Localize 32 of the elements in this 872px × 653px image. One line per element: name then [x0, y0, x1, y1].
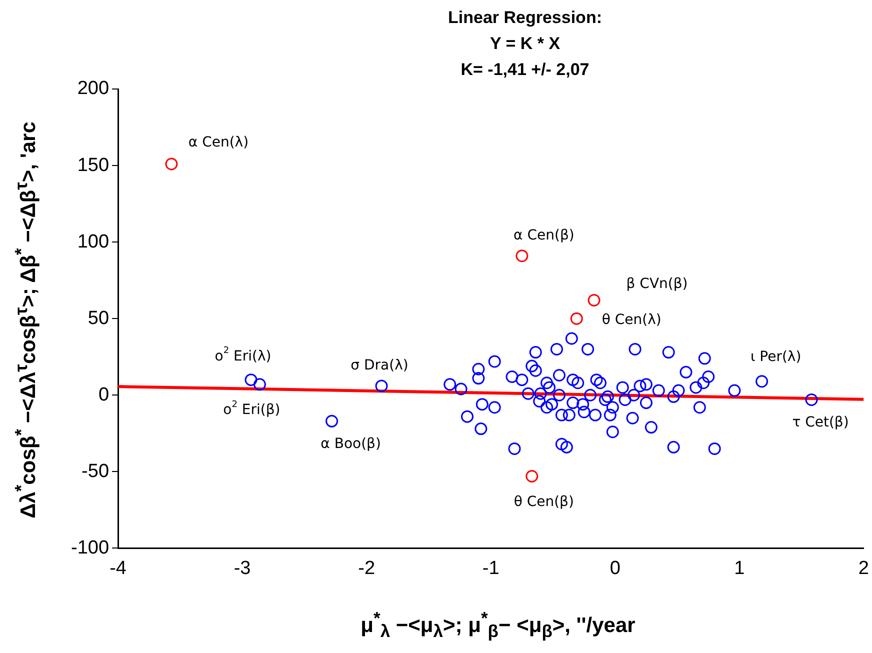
chart-subtitle: Y = K * X [488, 34, 562, 54]
text: K= -1,41 +/- 2,07 [460, 60, 590, 80]
x-tick-label: -1 [482, 558, 500, 579]
x-tick-label: 0 [610, 558, 620, 579]
annotation: θ Cen(β) [514, 494, 574, 510]
annotation: α Cen(λ) [188, 134, 249, 151]
chart-title: Linear Regression: [447, 8, 603, 28]
y-tick-label: -50 [82, 460, 110, 482]
x-tick-label: -2 [358, 558, 376, 579]
y-tick-label: -100 [70, 537, 110, 558]
y-tick-label: 0 [98, 384, 110, 406]
y-tick-label: 200 [77, 78, 110, 100]
annotation: α Boo(β) [320, 436, 381, 452]
point [588, 294, 600, 306]
point [516, 250, 528, 262]
x-tick-label: -4 [110, 558, 127, 579]
point [570, 312, 583, 325]
x-tick-label: 1 [734, 558, 745, 579]
annotation: α Cen(β) [514, 227, 574, 244]
y-tick-label: 100 [77, 231, 110, 252]
annotation: τ Cet(β) [792, 414, 849, 430]
y-tick-label: 50 [88, 308, 110, 329]
y-tick-label: 150 [77, 154, 110, 176]
annotation: σ Dra(λ) [350, 358, 408, 374]
text: μ$^{*}$$_{λ}$ −<μ$_{λ}$>; μ$^{*}$$_{β}$− <μ$_{β}$>, ''/year [360, 608, 636, 642]
annotation: θ Cen(λ) [602, 312, 662, 328]
point [526, 470, 538, 483]
point [165, 158, 178, 170]
x-tick-label: -3 [234, 558, 251, 579]
annotation: ι Per(λ) [750, 349, 802, 365]
annotation: β CVn(β) [626, 276, 688, 292]
x-tick-label: 2 [858, 558, 870, 579]
